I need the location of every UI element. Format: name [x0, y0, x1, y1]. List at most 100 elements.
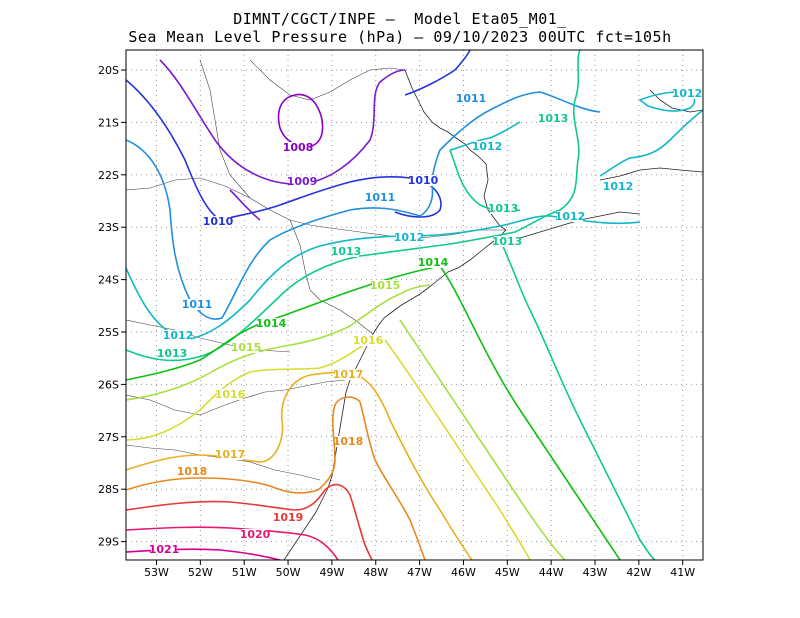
x-tick-label: 51W — [232, 566, 257, 579]
y-tick-label: 28S — [98, 483, 119, 496]
contour-label: 1012 — [555, 210, 586, 223]
x-tick-label: 41W — [670, 566, 695, 579]
contour-label-bg — [335, 436, 361, 447]
contour-label: 1011 — [456, 92, 487, 105]
contour-label: 1016 — [215, 388, 246, 401]
x-tick-label: 53W — [144, 566, 169, 579]
y-tick-label: 21S — [98, 116, 119, 129]
contour-label-bg — [159, 348, 185, 359]
x-tick-label: 52W — [188, 566, 213, 579]
isobar-1015 — [399, 319, 566, 560]
contour-label-bg — [490, 203, 516, 214]
contour-label-bg — [217, 389, 243, 400]
lat-lon-grid — [126, 50, 703, 560]
contour-label-bg — [372, 280, 398, 291]
contour-label-bg — [474, 141, 500, 152]
isobar-1016 — [126, 345, 363, 441]
contour-label-bg — [410, 175, 436, 186]
contour-label: 1008 — [283, 141, 314, 154]
contour-label-bg — [285, 142, 311, 153]
contour-label-bg — [605, 181, 631, 192]
isobar-1019 — [126, 483, 373, 560]
contour-label-bg — [494, 236, 520, 247]
isobar-1010 — [126, 79, 442, 221]
y-tick-label: 29S — [98, 536, 119, 549]
isobar-1012 — [599, 109, 703, 177]
contour-label-bg — [540, 113, 566, 124]
isobar-1008 — [277, 93, 324, 148]
contour-label-bg — [289, 176, 315, 187]
contour-label-bg — [151, 544, 177, 555]
contour-label-bg — [674, 88, 700, 99]
contour-label-bg — [420, 257, 446, 268]
map-subtitle: Sea Mean Level Pressure (hPa) – 09/10/20… — [128, 28, 672, 46]
contour-label-bg — [458, 93, 484, 104]
x-tick-label: 47W — [407, 566, 432, 579]
y-tick-label: 20S — [98, 64, 119, 77]
contour-label: 1010 — [203, 215, 234, 228]
contour-label: 1018 — [333, 435, 364, 448]
contour-label-bg — [333, 246, 359, 257]
isobar-1015 — [126, 284, 431, 401]
x-tick-label: 46W — [451, 566, 476, 579]
y-tick-label: 22S — [98, 169, 119, 182]
contour-label: 1012 — [672, 87, 703, 100]
isobar-1009 — [159, 59, 406, 185]
x-tick-label: 45W — [495, 566, 520, 579]
contour-label-bg — [275, 512, 301, 523]
isobar-1012 — [126, 215, 641, 341]
contour-label: 1017 — [333, 368, 364, 381]
isobar-1009 — [229, 189, 261, 221]
contour-label-bg — [367, 192, 393, 203]
contour-label: 1012 — [163, 329, 194, 342]
contour-label-bg — [184, 299, 210, 310]
y-tick-label: 26S — [98, 378, 119, 391]
contour-label: 1018 — [177, 465, 208, 478]
contour-label-bg — [258, 318, 284, 329]
contour-label: 1010 — [408, 174, 439, 187]
contour-label-bg — [242, 529, 268, 540]
contour-label-bg — [335, 369, 361, 380]
contour-label-bg — [233, 342, 259, 353]
contour-label: 1013 — [157, 347, 188, 360]
contour-label: 1014 — [256, 317, 287, 330]
contour-label: 1016 — [353, 334, 384, 347]
y-tick-label: 24S — [98, 274, 119, 287]
contour-label: 1012 — [394, 231, 425, 244]
contour-label: 1013 — [488, 202, 519, 215]
contour-label: 1015 — [370, 279, 401, 292]
contour-label: 1019 — [273, 511, 304, 524]
contour-label: 1011 — [365, 191, 396, 204]
y-tick-label: 25S — [98, 326, 119, 339]
isobar-1011 — [126, 91, 601, 320]
isobar-1012 — [449, 121, 521, 151]
contour-label: 1013 — [492, 235, 523, 248]
contour-label: 1014 — [418, 256, 449, 269]
isobar-1014 — [439, 265, 621, 560]
x-tick-label: 48W — [363, 566, 388, 579]
x-tick-label: 44W — [539, 566, 564, 579]
contour-label-bg — [217, 449, 243, 460]
contour-label-bg — [165, 330, 191, 341]
contour-label-bg — [396, 232, 422, 243]
contour-label: 1021 — [149, 543, 180, 556]
contour-label-bg — [179, 466, 205, 477]
x-tick-label: 49W — [319, 566, 344, 579]
map-title: DIMNT/CGCT/INPE – Model Eta05_M01_ — [233, 10, 567, 28]
x-tick-label: 42W — [626, 566, 651, 579]
y-tick-label: 27S — [98, 431, 119, 444]
contour-label: 1017 — [215, 448, 246, 461]
isobar-1010 — [404, 50, 471, 96]
isobar-1013 — [499, 239, 656, 560]
isobar-1018 — [126, 396, 426, 560]
isobar-1016 — [384, 339, 531, 560]
contour-label: 1012 — [603, 180, 634, 193]
contour-label: 1020 — [240, 528, 271, 541]
y-tick-label: 23S — [98, 221, 119, 234]
contour-label: 1012 — [472, 140, 503, 153]
x-tick-label: 50W — [276, 566, 301, 579]
contour-label: 1013 — [538, 112, 569, 125]
map-frame — [125, 49, 704, 561]
contour-label: 1009 — [287, 175, 318, 188]
